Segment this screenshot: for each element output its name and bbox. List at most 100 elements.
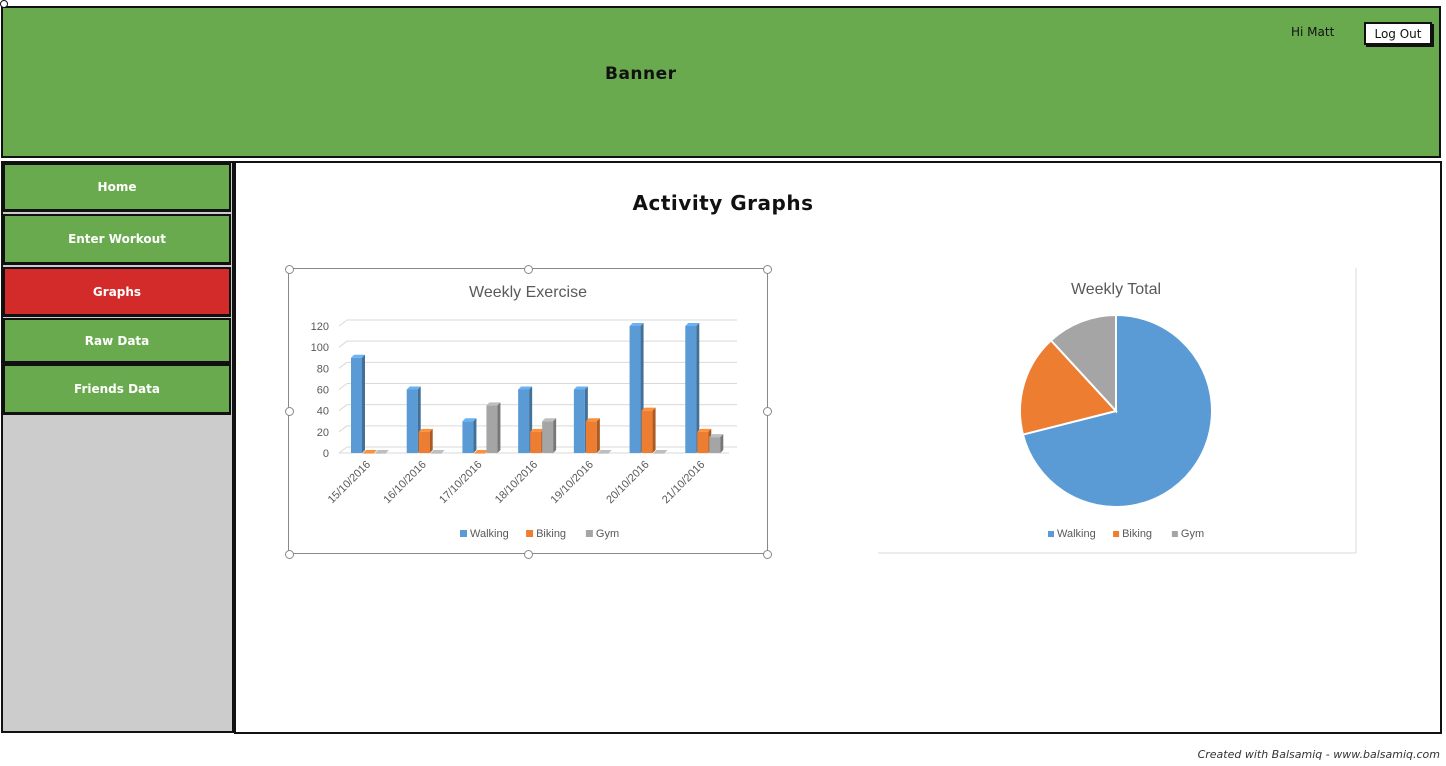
pie-slice-walking: [1021, 313, 1213, 508]
bar-biking-front: [697, 431, 709, 453]
bar-gym-top: [486, 402, 501, 406]
sidebar-item-graphs[interactable]: Graphs: [3, 267, 231, 317]
bar-walking-front: [629, 326, 641, 453]
bar-biking-side: [596, 418, 600, 453]
bar-gym-front: [597, 453, 609, 454]
bar-biking-top: [697, 428, 712, 432]
pie-legend-swatch-gym: [1171, 531, 1178, 537]
y-tick-label: 80: [317, 363, 329, 375]
weekly-total-chart: Weekly Total Walking Biking Gym: [878, 268, 1357, 554]
bar-walking-side: [696, 323, 700, 453]
pie-chart-title: Weekly Total: [1071, 281, 1161, 298]
bar-biking-top: [474, 450, 489, 453]
bar-gym-top: [653, 450, 668, 453]
bar-chart-frame[interactable]: Weekly Exercise 0 20 40 60 80 100 120 15/10/201…: [288, 268, 768, 554]
sidebar-item-raw-data[interactable]: Raw Data: [3, 318, 231, 364]
legend-label-biking: Biking: [536, 528, 566, 540]
x-tick-label: 21/10/2016: [660, 459, 707, 506]
bar-biking-front: [474, 453, 486, 454]
resize-handle-icon[interactable]: [763, 407, 772, 416]
legend-swatch-biking: [526, 530, 534, 537]
bar-walking-side: [362, 354, 365, 453]
x-tick-label: 19/10/2016: [549, 459, 596, 506]
legend-swatch-walking: [460, 530, 467, 537]
legend-label-walking: Walking: [470, 528, 509, 540]
sidebar-item-home[interactable]: Home: [3, 163, 231, 212]
y-tick-label: 20: [317, 427, 329, 439]
pie-legend-label-gym: Gym: [1181, 528, 1204, 540]
x-tick-label: 20/10/2016: [604, 459, 651, 506]
pie-legend-swatch-biking: [1113, 531, 1120, 537]
bar-gym-front: [486, 405, 498, 453]
pie-legend-swatch-walking: [1048, 531, 1054, 537]
bar-biking-top: [530, 428, 545, 432]
bar-walking-top: [406, 386, 421, 390]
bar-gym-front: [375, 453, 386, 454]
x-tick-label: 17/10/2016: [437, 459, 484, 506]
weekly-exercise-chart: Weekly Exercise 0 20 40 60 80 100 120 15/10/201…: [311, 284, 737, 540]
y-tick-label: 0: [323, 448, 329, 460]
bar-biking-front: [418, 431, 430, 453]
gridline: [338, 383, 348, 390]
bar-walking-front: [685, 326, 697, 453]
bar-walking-top: [351, 354, 365, 358]
bar-gym-front: [653, 453, 665, 454]
bar-biking-top: [418, 428, 433, 432]
x-tick-label: 15/10/2016: [326, 459, 373, 506]
pie-slice-gym: [1049, 313, 1117, 414]
bar-walking-front: [573, 389, 585, 453]
bar-biking-front: [530, 431, 542, 453]
bar-biking-top: [641, 407, 656, 411]
bar-gym-front: [709, 437, 721, 453]
bar-gym-top: [542, 418, 557, 422]
x-tick-label: 16/10/2016: [381, 459, 428, 506]
legend-label-gym: Gym: [596, 528, 619, 540]
bar-gym-front: [430, 453, 442, 454]
user-greeting: Hi Matt: [1291, 25, 1335, 39]
gridline: [338, 446, 348, 454]
x-tick-label: 18/10/2016: [493, 459, 540, 506]
pie-slice-biking: [1019, 338, 1118, 436]
bar-biking-front: [585, 421, 597, 453]
footer-credit: Created with Balsamiq - www.balsamiq.com: [1197, 748, 1440, 761]
logout-button[interactable]: Log Out: [1364, 22, 1432, 45]
bar-biking-side: [652, 407, 656, 453]
bar-gym-top: [709, 434, 724, 438]
bar-walking-front: [462, 421, 474, 453]
banner-title: Banner: [605, 64, 677, 84]
resize-handle-icon[interactable]: [763, 265, 772, 274]
bar-gym-top: [597, 450, 612, 453]
bar-biking-front: [641, 410, 653, 453]
bar-walking-top: [518, 386, 533, 390]
bar-gym-front: [542, 421, 554, 453]
bar-walking-top: [629, 323, 644, 326]
bar-walking-side: [473, 418, 477, 453]
page-title: Activity Graphs: [632, 191, 814, 215]
pie-legend-label-walking: Walking: [1057, 528, 1096, 540]
sidebar-item-friends-data[interactable]: Friends Data: [3, 364, 231, 415]
bar-walking-top: [573, 386, 588, 390]
resize-handle-icon[interactable]: [524, 550, 533, 559]
bar-walking-front: [351, 357, 362, 453]
corner-handle-icon: [0, 0, 8, 8]
resize-handle-icon[interactable]: [285, 407, 294, 416]
resize-handle-icon[interactable]: [763, 550, 772, 559]
bar-gym-top: [430, 450, 445, 453]
legend-swatch-gym: [585, 530, 593, 537]
gridline: [338, 361, 348, 369]
y-tick-label: 40: [317, 406, 329, 418]
bar-biking-side: [429, 428, 433, 453]
bar-gym-side: [720, 434, 724, 453]
banner: Banner Hi Matt Log Out: [1, 6, 1441, 158]
resize-handle-icon[interactable]: [524, 265, 533, 274]
gridline: [338, 340, 348, 348]
bar-gym-side: [553, 418, 557, 453]
gridline: [338, 425, 348, 433]
resize-handle-icon[interactable]: [285, 265, 294, 274]
resize-handle-icon[interactable]: [285, 550, 294, 559]
bar-walking-front: [406, 389, 418, 453]
pie-legend-label-biking: Biking: [1122, 528, 1152, 540]
sidebar-item-enter-workout[interactable]: Enter Workout: [3, 214, 231, 265]
bar-walking-front: [518, 389, 530, 453]
bar-gym-side: [497, 402, 501, 453]
